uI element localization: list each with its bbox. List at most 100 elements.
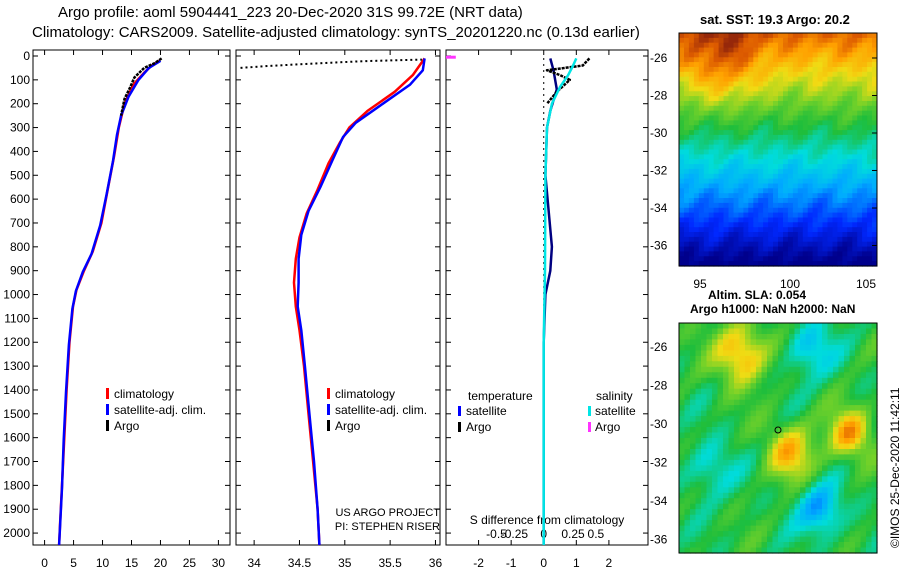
map-cell xyxy=(767,531,774,538)
panel-frame-3 xyxy=(445,49,649,546)
map-cell xyxy=(728,164,734,170)
map-cell xyxy=(753,173,759,180)
map-cell xyxy=(743,193,749,199)
map-cell xyxy=(753,96,759,102)
map-cell xyxy=(844,531,851,538)
map-cell xyxy=(690,383,697,390)
map-cell xyxy=(748,236,754,243)
map-cell xyxy=(794,350,801,357)
map-cell xyxy=(748,105,754,112)
map-cell xyxy=(822,323,829,330)
map-cell xyxy=(748,134,754,141)
map-cell xyxy=(833,525,840,532)
map-cell xyxy=(817,76,824,83)
map-cell xyxy=(723,542,730,549)
map-cell xyxy=(857,202,863,209)
map-cell xyxy=(739,432,746,439)
map-cell xyxy=(773,236,779,243)
map-cell xyxy=(756,427,763,434)
map-cell xyxy=(684,536,691,543)
map-cell xyxy=(734,421,741,428)
map-cell xyxy=(712,394,719,401)
map-cell xyxy=(787,37,794,44)
sla-lat-label: -30 xyxy=(650,417,668,431)
map-cell xyxy=(789,334,796,341)
map-cell xyxy=(728,503,735,510)
map-cell xyxy=(750,377,757,384)
map-cell xyxy=(802,241,809,248)
map-cell xyxy=(866,427,873,434)
map-cell xyxy=(703,154,710,160)
map-cell xyxy=(832,115,838,121)
map-cell xyxy=(712,350,719,357)
map-cell xyxy=(811,459,818,466)
map-cell xyxy=(739,542,746,549)
map-cell xyxy=(827,168,833,175)
map-cell xyxy=(767,432,774,439)
map-cell xyxy=(738,37,744,44)
map-cell xyxy=(723,323,730,330)
map-cell xyxy=(738,236,744,243)
map-cell xyxy=(794,476,801,483)
map-cell xyxy=(708,178,715,185)
map-cell xyxy=(872,183,878,189)
map-cell xyxy=(708,91,715,97)
map-cell xyxy=(763,198,769,204)
map-cell xyxy=(688,71,695,78)
map-cell xyxy=(778,421,785,428)
map-cell xyxy=(837,173,843,180)
map-cell xyxy=(728,405,735,412)
map-cell xyxy=(816,328,823,335)
map-cell xyxy=(862,134,868,141)
map-cell xyxy=(778,105,784,112)
map-cell xyxy=(792,232,799,238)
map-cell xyxy=(852,125,858,131)
map-cell xyxy=(753,222,759,228)
map-cell xyxy=(772,547,779,554)
map-cell xyxy=(800,492,807,499)
map-cell xyxy=(827,465,834,472)
map-cell xyxy=(758,246,764,253)
map-cell xyxy=(852,241,858,248)
map-cell xyxy=(695,454,702,461)
map-cell xyxy=(827,188,833,194)
map-cell xyxy=(708,81,715,87)
map-cell xyxy=(739,344,746,351)
map-cell xyxy=(695,361,702,368)
map-cell xyxy=(679,154,685,160)
map-cell xyxy=(745,350,752,357)
depth-tick-label: 700 xyxy=(10,216,30,230)
map-cell xyxy=(698,42,705,49)
map-cell xyxy=(852,81,858,87)
map-cell xyxy=(792,105,799,112)
map-cell xyxy=(778,361,785,368)
map-cell xyxy=(728,481,735,488)
map-cell xyxy=(871,487,878,494)
map-cell xyxy=(792,246,799,253)
map-cell xyxy=(866,470,873,477)
map-cell xyxy=(857,120,863,126)
map-cell xyxy=(763,236,769,243)
map-cell xyxy=(816,405,823,412)
map-cell xyxy=(817,105,824,112)
map-cell xyxy=(833,459,840,466)
map-cell xyxy=(767,361,774,368)
map-cell xyxy=(739,465,746,472)
map-cell xyxy=(723,251,729,257)
map-cell xyxy=(713,261,720,267)
map-cell xyxy=(816,531,823,538)
map-cell xyxy=(797,91,804,97)
map-cell xyxy=(773,115,779,121)
map-cell xyxy=(805,476,812,483)
map-cell xyxy=(852,47,858,54)
map-cell xyxy=(763,115,769,121)
map-cell xyxy=(812,207,819,214)
map-cell xyxy=(800,509,807,516)
map-cell xyxy=(860,449,867,456)
map-cell xyxy=(827,509,834,516)
map-cell xyxy=(758,130,764,136)
map-cell xyxy=(679,366,686,373)
map-cell xyxy=(812,159,819,165)
map-cell xyxy=(817,110,824,117)
map-cell xyxy=(684,139,690,146)
